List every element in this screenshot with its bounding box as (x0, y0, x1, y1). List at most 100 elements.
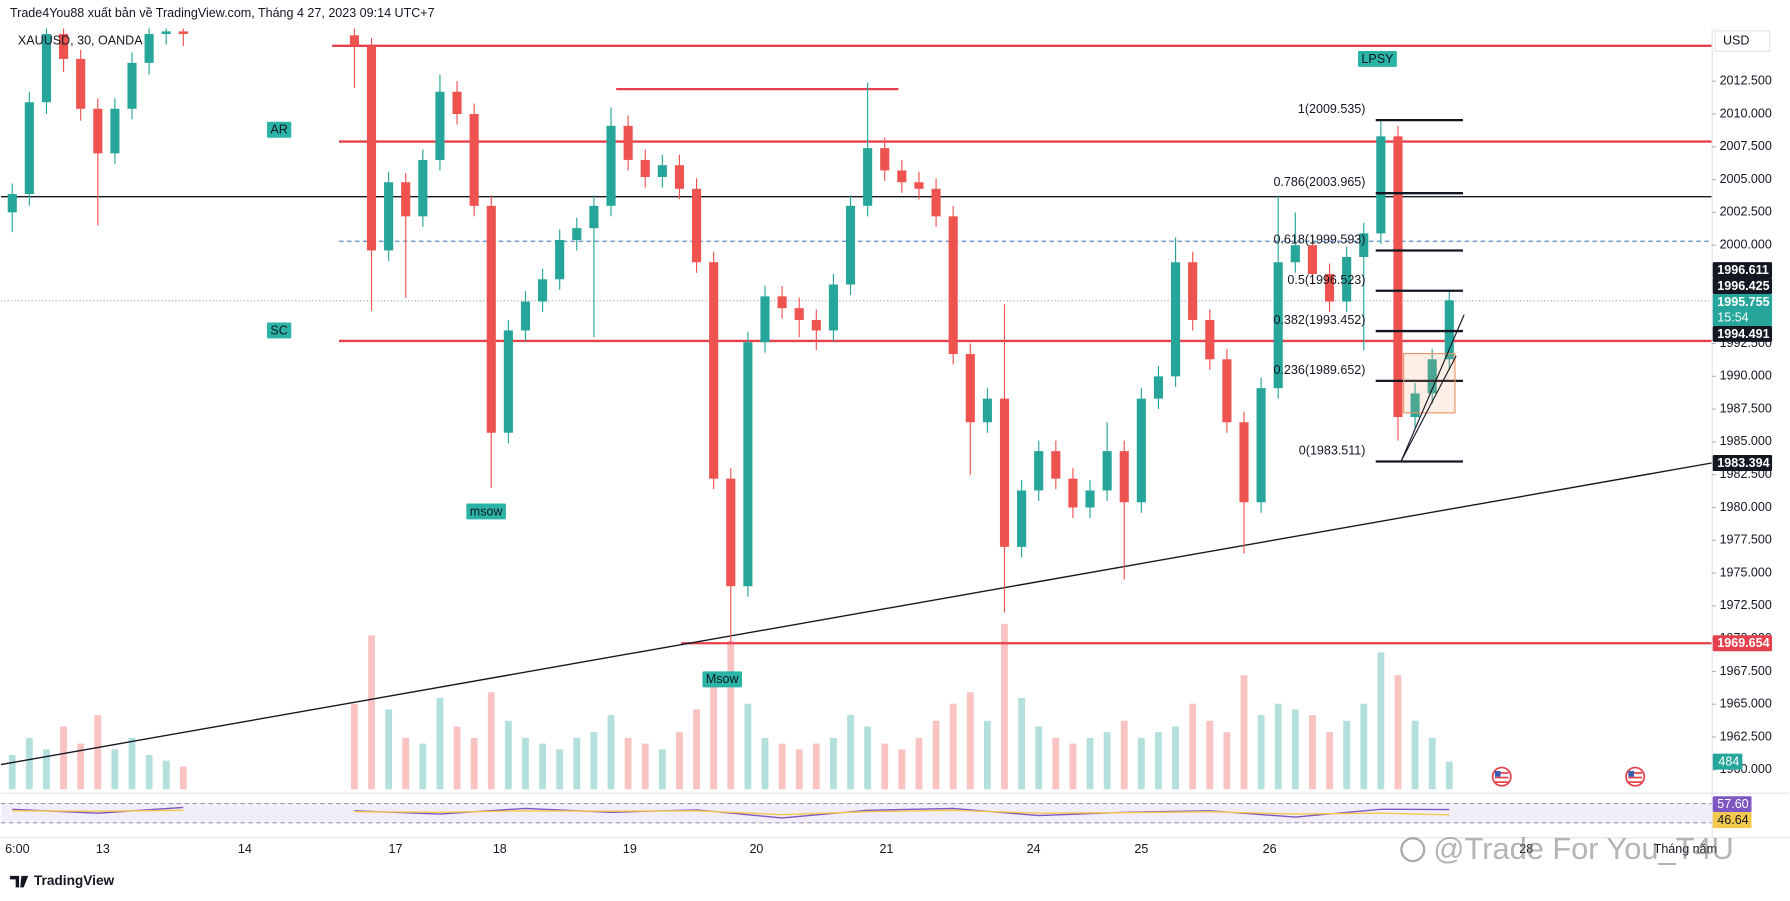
candle-body (1290, 245, 1300, 263)
candle-body (1136, 398, 1146, 503)
volume-bar (727, 640, 735, 790)
fib-label: 0.786(2003.965) (1273, 175, 1365, 189)
price-tag-label: 1996.611 (1717, 263, 1769, 277)
x-tick-label: 17 (388, 842, 402, 856)
annotation-box (1357, 50, 1397, 67)
volume-bar (504, 720, 512, 790)
volume-bar (607, 715, 615, 790)
candle-body (1359, 233, 1369, 257)
x-tick-label: 19 (623, 842, 637, 856)
volume-bar (1411, 720, 1419, 790)
annotation-box (266, 322, 292, 339)
candle-body (384, 182, 394, 251)
candle-body (1171, 262, 1181, 377)
volume-bar (693, 709, 700, 790)
volume-bar (1172, 726, 1179, 790)
volume-bar (145, 755, 153, 790)
volume-bar (1309, 715, 1316, 790)
axes: 1960.0001962.5001965.0001967.5001970.000… (5, 74, 1773, 856)
y-tick-label: 2012.500 (1720, 74, 1772, 88)
candle-body (76, 58, 86, 109)
candle-body (520, 301, 531, 331)
y-tick-label: 2002.500 (1720, 205, 1772, 219)
candle-body (1119, 451, 1129, 503)
candle-body (828, 284, 838, 331)
volume-bar (419, 743, 427, 790)
volume-bar (829, 737, 837, 790)
candle-body (59, 34, 69, 59)
candle-body (1427, 359, 1437, 394)
volume-bar (128, 737, 136, 790)
candle-body (418, 159, 428, 217)
candle-body (144, 34, 154, 63)
volume-bar (470, 737, 478, 790)
y-tick-label: 1972.500 (1720, 598, 1772, 612)
candle-body (982, 398, 992, 423)
candle-body (726, 478, 736, 587)
candle-body (1324, 274, 1335, 302)
volume-bar (1189, 703, 1197, 790)
candle-body (110, 108, 120, 154)
volume-bar (162, 760, 170, 790)
candle-body (897, 170, 907, 183)
x-tick-label: 21 (879, 842, 893, 856)
candle-body (640, 159, 650, 177)
candle-body (41, 34, 52, 103)
candle-body (1153, 376, 1164, 399)
volume-bar (1103, 732, 1111, 790)
candle-body (1273, 262, 1283, 389)
y-tick-label: 2005.000 (1720, 172, 1772, 186)
trend-line (0, 462, 1712, 766)
event-flag[interactable] (1625, 766, 1646, 787)
volume-bar (8, 755, 16, 790)
volume-bar (1137, 737, 1145, 790)
price-tag-label: 1969.654 (1717, 636, 1769, 650)
volume-bar (1274, 703, 1282, 790)
fib-label: 0.236(1989.652) (1273, 363, 1365, 377)
price-tag-label: 1996.425 (1717, 279, 1769, 293)
x-tick-label: 24 (1027, 842, 1041, 856)
price-tag (1712, 278, 1773, 295)
volume-bar (676, 732, 683, 790)
symbol-label[interactable]: XAUUSD, 30, OANDA (18, 33, 143, 47)
annotation-label: Msow (706, 672, 740, 686)
logo-text[interactable]: TradingView (34, 873, 115, 888)
candle-body (1085, 490, 1095, 508)
volume-bar (1206, 720, 1214, 790)
candle-body (674, 165, 685, 189)
tradingview-logo[interactable]: TradingView (9, 873, 115, 888)
y-tick-label: 1975.000 (1720, 565, 1772, 579)
volume-bar (966, 692, 974, 790)
candle-body (1102, 451, 1112, 491)
volume-bar (1035, 726, 1043, 790)
volume-bar (1428, 737, 1436, 790)
y-tick-label: 2007.500 (1720, 139, 1772, 153)
candle-body (948, 216, 958, 355)
currency-box[interactable] (1714, 30, 1771, 52)
volume-bar (60, 726, 67, 790)
volume-bar (658, 749, 666, 790)
candle-body (743, 342, 753, 587)
volume-bar (1343, 720, 1351, 790)
currency-label[interactable]: USD (1723, 33, 1749, 47)
candle-body (1188, 262, 1198, 320)
volume-bar (983, 720, 991, 790)
volume-bar (1291, 709, 1299, 790)
fib-label: 0.5(1996.523) (1287, 273, 1365, 287)
candle-body (931, 188, 941, 217)
price-tag-countdown: 15:54 (1717, 310, 1748, 324)
annotation-box (266, 121, 292, 138)
annotation-box (466, 503, 506, 520)
volume-bar (385, 709, 393, 790)
y-tick-label: 1990.000 (1720, 369, 1772, 383)
volume-bar (522, 737, 529, 790)
x-tick-label: 26 (1263, 842, 1277, 856)
volume-bar (1257, 715, 1265, 790)
volume-bar (761, 737, 769, 790)
event-flag[interactable] (1491, 766, 1512, 787)
candle-body (1222, 359, 1232, 423)
candle-body (1393, 136, 1403, 418)
